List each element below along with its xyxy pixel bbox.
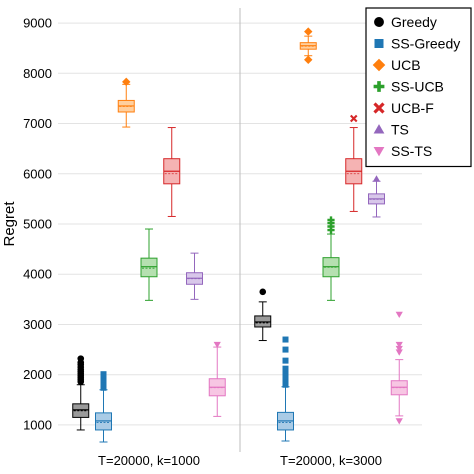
legend-item: SS-UCB <box>373 79 444 95</box>
y-tick-label: 7000 <box>23 116 52 131</box>
legend-item: UCB-F <box>373 100 434 116</box>
y-tick-label: 9000 <box>23 16 52 31</box>
outlier-point <box>372 175 381 182</box>
outlier-point <box>372 58 386 72</box>
outlier-point <box>350 114 358 123</box>
x-group-label: T=20000, k=1000 <box>98 453 200 468</box>
legend-item: SS-Greedy <box>374 36 460 52</box>
box-ss-ts <box>208 341 226 417</box>
legend-label: SS-UCB <box>391 79 444 95</box>
outlier-point <box>100 371 107 378</box>
box-ss-greedy <box>95 371 112 443</box>
outlier-point <box>373 146 385 157</box>
outlier-point <box>282 346 289 353</box>
outlier-point <box>282 365 289 372</box>
y-tick-label: 4000 <box>23 267 52 282</box>
box-iqr <box>140 257 158 278</box>
x-group-label: T=20000, k=3000 <box>280 453 382 468</box>
box-ss-ts <box>390 311 408 425</box>
legend-item: TS <box>373 122 409 138</box>
outlier-point <box>259 288 267 296</box>
outlier-point <box>282 336 289 343</box>
legend-item: UCB <box>372 57 421 73</box>
box-ucb-f <box>345 114 363 212</box>
outlier-point <box>395 418 403 425</box>
box-ts <box>368 175 385 218</box>
y-tick-label: 2000 <box>23 367 52 382</box>
outlier-point <box>373 124 385 134</box>
box-ss-ucb <box>322 216 340 301</box>
box-ucb <box>117 77 135 128</box>
outlier-point <box>304 27 313 36</box>
box-ucb-f <box>163 127 181 217</box>
box-greedy <box>254 288 272 342</box>
outlier-point <box>77 355 85 362</box>
outlier-point <box>373 81 385 92</box>
box-ss-greedy <box>277 336 294 442</box>
box-ts <box>186 252 203 300</box>
box-series <box>72 27 408 443</box>
outlier-point <box>373 102 385 114</box>
legend-label: SS-TS <box>391 143 432 159</box>
legend: Greedy SS-Greedy UCB SS-UCB UCB-F TS SS-TS <box>365 7 472 168</box>
legend-label: UCB-F <box>391 100 434 116</box>
outlier-point <box>374 39 384 48</box>
y-tick-label: 3000 <box>23 317 52 332</box>
y-tick-label: 1000 <box>23 417 52 432</box>
legend-label: Greedy <box>391 14 437 30</box>
outlier-point <box>213 341 221 349</box>
outlier-point <box>122 77 131 87</box>
outlier-point <box>395 349 403 356</box>
legend-label: TS <box>391 122 409 138</box>
outlier-point <box>395 345 403 353</box>
outlier-point <box>395 341 403 349</box>
legend-item: SS-TS <box>373 143 432 159</box>
box-ss-ucb <box>140 228 158 301</box>
outlier-point <box>374 17 384 27</box>
y-axis: 1000 2000 3000 4000 5000 6000 7000 8000 9000 <box>23 16 52 433</box>
box-greedy <box>72 355 90 431</box>
outlier-point <box>395 311 403 319</box>
legend-label: UCB <box>391 57 421 73</box>
box-ucb <box>299 27 317 64</box>
outlier-point <box>282 357 289 364</box>
outlier-point <box>304 55 313 64</box>
legend-label: SS-Greedy <box>391 36 460 52</box>
y-tick-label: 6000 <box>23 166 52 181</box>
legend-item: Greedy <box>374 14 437 30</box>
outlier-point <box>327 216 335 224</box>
y-tick-label: 5000 <box>23 217 52 232</box>
y-tick-label: 8000 <box>23 66 52 81</box>
x-axis-group-labels: T=20000, k=1000 T=20000, k=3000 <box>98 453 382 468</box>
y-axis-label: Regret <box>1 201 18 247</box>
